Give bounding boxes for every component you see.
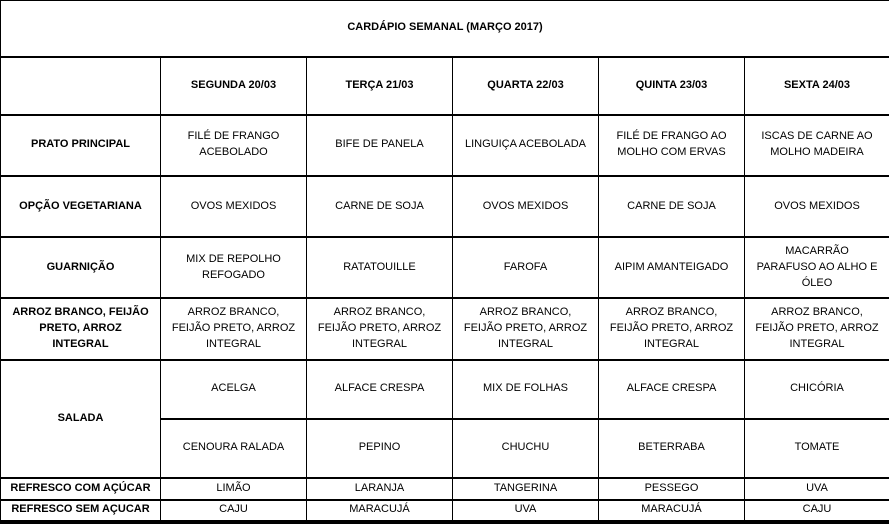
- row-prato-principal: PRATO PRINCIPAL FILÉ DE FRANGO ACEBOLADO…: [0, 113, 889, 177]
- menu-cell: CARNE DE SOJA: [598, 174, 745, 239]
- row-refresco-com-acucar: REFRESCO COM AÇÚCAR LIMÃO LARANJA TANGER…: [0, 476, 889, 501]
- menu-cell: LARANJA: [306, 476, 453, 501]
- menu-cell: PESSEGO: [598, 476, 745, 501]
- day-header-row: SEGUNDA 20/03 TERÇA 21/03 QUARTA 22/03 Q…: [0, 55, 889, 116]
- menu-cell: BETERRABA: [598, 417, 745, 479]
- menu-cell: ALFACE CRESPA: [598, 358, 745, 420]
- menu-cell: LIMÃO: [160, 476, 307, 501]
- menu-cell: ARROZ BRANCO, FEIJÃO PRETO, ARROZ INTEGR…: [452, 297, 599, 361]
- menu-cell: OVOS MEXIDOS: [744, 174, 889, 239]
- menu-cell: ACELGA: [160, 358, 307, 420]
- menu-cell: TOMATE: [744, 417, 889, 479]
- menu-cell: BIFE DE PANELA: [306, 113, 453, 177]
- row-label-salada: SALADA: [0, 358, 161, 479]
- menu-cell: CAJU: [744, 498, 889, 524]
- menu-cell: MIX DE FOLHAS: [452, 358, 599, 420]
- menu-cell: CARNE DE SOJA: [306, 174, 453, 239]
- menu-cell: CAJU: [160, 498, 307, 524]
- menu-cell: MARACUJÁ: [598, 498, 745, 524]
- row-salada-2: CENOURA RALADA PEPINO CHUCHU BETERRABA T…: [1, 417, 889, 479]
- menu-cell: ALFACE CRESPA: [306, 358, 453, 420]
- menu-cell: FILÉ DE FRANGO ACEBOLADO: [160, 113, 307, 177]
- row-label-opcao-vegetariana: OPÇÃO VEGETARIANA: [0, 174, 161, 239]
- menu-cell: MIX DE REPOLHO REFOGADO: [160, 236, 307, 300]
- menu-cell: MACARRÃO PARAFUSO AO ALHO E ÓLEO: [744, 236, 889, 300]
- day-header-tuesday: TERÇA 21/03: [306, 55, 453, 116]
- menu-cell: MARACUJÁ: [306, 498, 453, 524]
- row-opcao-vegetariana: OPÇÃO VEGETARIANA OVOS MEXIDOS CARNE DE …: [0, 174, 889, 239]
- menu-cell: RATATOUILLE: [306, 236, 453, 300]
- menu-cell: OVOS MEXIDOS: [452, 174, 599, 239]
- row-label-prato-principal: PRATO PRINCIPAL: [0, 113, 161, 177]
- row-salada-1: SALADA ACELGA ALFACE CRESPA MIX DE FOLHA…: [0, 358, 889, 479]
- row-arroz-feijao: ARROZ BRANCO, FEIJÃO PRETO, ARROZ INTEGR…: [0, 297, 889, 361]
- day-header-friday: SEXTA 24/03: [744, 55, 889, 116]
- menu-cell: ARROZ BRANCO, FEIJÃO PRETO, ARROZ INTEGR…: [160, 297, 307, 361]
- menu-cell: CHUCHU: [452, 417, 599, 479]
- row-label-refresco-sem-acucar: REFRESCO SEM AÇUCAR: [0, 498, 161, 524]
- menu-cell: UVA: [744, 476, 889, 501]
- menu-cell: CENOURA RALADA: [160, 417, 307, 479]
- menu-cell: LINGUIÇA ACEBOLADA: [452, 113, 599, 177]
- menu-cell: ARROZ BRANCO, FEIJÃO PRETO, ARROZ INTEGR…: [598, 297, 745, 361]
- corner-cell: [0, 55, 161, 116]
- day-header-monday: SEGUNDA 20/03: [160, 55, 307, 116]
- row-label-guarnicao: GUARNIÇÃO: [0, 236, 161, 300]
- menu-title: CARDÁPIO SEMANAL (MARÇO 2017): [0, 0, 889, 58]
- row-guarnicao: GUARNIÇÃO MIX DE REPOLHO REFOGADO RATATO…: [0, 236, 889, 300]
- title-row: CARDÁPIO SEMANAL (MARÇO 2017): [0, 0, 889, 58]
- menu-cell: TANGERINA: [452, 476, 599, 501]
- menu-cell: CHICÓRIA: [744, 358, 889, 420]
- menu-cell: ARROZ BRANCO, FEIJÃO PRETO, ARROZ INTEGR…: [744, 297, 889, 361]
- menu-cell: UVA: [452, 498, 599, 524]
- menu-cell: ARROZ BRANCO, FEIJÃO PRETO, ARROZ INTEGR…: [306, 297, 453, 361]
- menu-cell: FAROFA: [452, 236, 599, 300]
- menu-cell: OVOS MEXIDOS: [160, 174, 307, 239]
- row-label-refresco-com-acucar: REFRESCO COM AÇÚCAR: [0, 476, 161, 501]
- day-header-thursday: QUINTA 23/03: [598, 55, 745, 116]
- menu-cell: ISCAS DE CARNE AO MOLHO MADEIRA: [744, 113, 889, 177]
- menu-cell: AIPIM AMANTEIGADO: [598, 236, 745, 300]
- day-header-wednesday: QUARTA 22/03: [452, 55, 599, 116]
- row-refresco-sem-acucar: REFRESCO SEM AÇUCAR CAJU MARACUJÁ UVA MA…: [0, 498, 889, 524]
- menu-cell: PEPINO: [306, 417, 453, 479]
- menu-cell: FILÉ DE FRANGO AO MOLHO COM ERVAS: [598, 113, 745, 177]
- row-label-arroz-feijao: ARROZ BRANCO, FEIJÃO PRETO, ARROZ INTEGR…: [0, 297, 161, 361]
